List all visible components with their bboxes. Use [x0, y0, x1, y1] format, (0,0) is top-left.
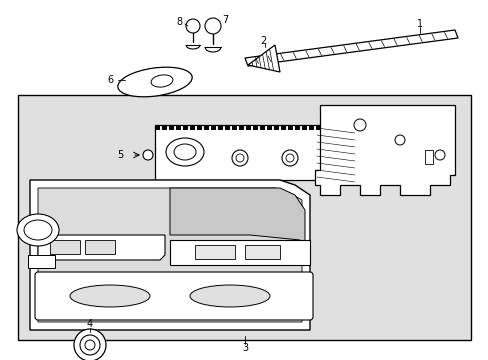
Text: 4: 4 — [87, 319, 93, 329]
Text: 8: 8 — [176, 17, 182, 27]
Ellipse shape — [17, 214, 59, 246]
Bar — [169, 125, 174, 130]
Circle shape — [353, 119, 365, 131]
Text: 7: 7 — [222, 15, 228, 25]
Bar — [294, 125, 299, 130]
Bar — [195, 245, 235, 259]
Polygon shape — [314, 105, 454, 195]
Circle shape — [74, 329, 106, 360]
Bar — [245, 125, 250, 130]
Bar — [190, 125, 195, 130]
Polygon shape — [170, 188, 305, 255]
Circle shape — [282, 150, 297, 166]
Ellipse shape — [118, 67, 192, 97]
Bar — [224, 125, 229, 130]
Bar — [281, 125, 285, 130]
Bar — [336, 125, 341, 130]
Circle shape — [231, 150, 247, 166]
Bar — [197, 125, 202, 130]
Polygon shape — [244, 30, 457, 66]
Bar — [244, 245, 280, 259]
Polygon shape — [28, 255, 55, 268]
Bar — [231, 125, 236, 130]
Bar — [183, 125, 187, 130]
Ellipse shape — [24, 220, 52, 240]
Bar — [210, 125, 216, 130]
Bar — [155, 125, 369, 180]
Circle shape — [434, 150, 444, 160]
Circle shape — [285, 154, 293, 162]
Text: 5: 5 — [117, 150, 123, 160]
Text: 3: 3 — [242, 343, 247, 353]
Bar — [357, 125, 362, 130]
Polygon shape — [170, 240, 309, 265]
Polygon shape — [38, 235, 164, 260]
Circle shape — [80, 335, 100, 355]
Circle shape — [142, 150, 153, 160]
Ellipse shape — [174, 144, 196, 160]
Polygon shape — [30, 180, 309, 330]
Bar — [155, 125, 160, 130]
Circle shape — [85, 340, 95, 350]
Bar — [350, 125, 355, 130]
FancyBboxPatch shape — [35, 272, 312, 320]
Ellipse shape — [70, 285, 150, 307]
Circle shape — [394, 135, 404, 145]
Ellipse shape — [165, 138, 203, 166]
Polygon shape — [247, 45, 280, 72]
Bar — [323, 125, 327, 130]
Bar — [308, 125, 313, 130]
Bar — [302, 125, 306, 130]
Text: 6: 6 — [107, 75, 113, 85]
Bar — [176, 125, 181, 130]
Text: 1: 1 — [416, 19, 422, 29]
Bar — [329, 125, 334, 130]
Bar — [287, 125, 292, 130]
Bar — [85, 240, 115, 254]
Bar — [203, 125, 208, 130]
Polygon shape — [38, 188, 302, 322]
Bar — [343, 125, 348, 130]
Ellipse shape — [151, 75, 173, 87]
Bar — [252, 125, 257, 130]
Text: 2: 2 — [259, 36, 265, 46]
Bar — [315, 125, 320, 130]
Circle shape — [185, 19, 200, 33]
Bar — [273, 125, 278, 130]
Ellipse shape — [190, 285, 269, 307]
Bar — [218, 125, 223, 130]
Circle shape — [236, 154, 244, 162]
Bar — [50, 240, 80, 254]
Bar — [260, 125, 264, 130]
Bar — [239, 125, 244, 130]
Bar — [18, 95, 470, 340]
Bar — [424, 150, 432, 164]
Bar — [162, 125, 166, 130]
Circle shape — [204, 18, 221, 34]
Bar — [266, 125, 271, 130]
